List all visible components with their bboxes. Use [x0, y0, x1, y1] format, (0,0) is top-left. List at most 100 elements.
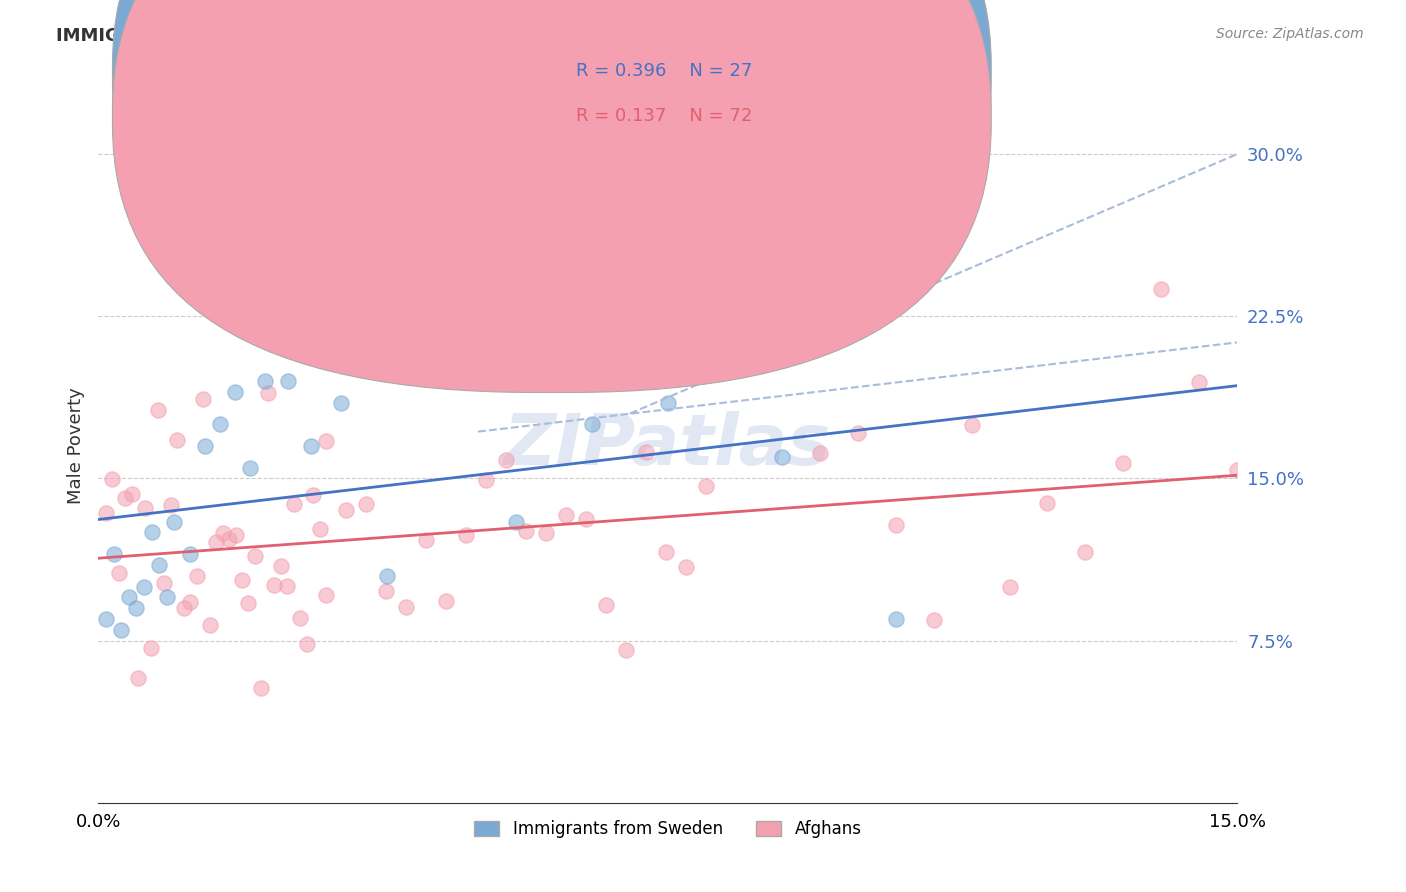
Point	[238, 596, 260, 610]
Point	[434, 594, 457, 608]
Point	[194, 439, 217, 453]
Point	[846, 425, 869, 440]
Point	[191, 392, 214, 407]
Point	[243, 549, 266, 564]
Point	[254, 374, 277, 388]
Point	[263, 578, 285, 592]
Text: Source: ZipAtlas.com: Source: ZipAtlas.com	[1216, 27, 1364, 41]
Text: ZIPatlas: ZIPatlas	[505, 411, 831, 481]
Point	[495, 453, 517, 467]
Point	[1150, 282, 1173, 296]
Point	[429, 363, 451, 377]
Point	[302, 488, 325, 502]
Point	[555, 508, 578, 523]
Point	[505, 515, 527, 529]
Point	[534, 525, 557, 540]
Point	[475, 473, 498, 487]
Point	[308, 522, 330, 536]
Point	[960, 417, 983, 432]
Point	[675, 559, 697, 574]
Point	[1264, 520, 1286, 534]
Point	[108, 566, 131, 581]
Point	[173, 600, 195, 615]
Text: R = 0.396    N = 27: R = 0.396 N = 27	[576, 62, 752, 80]
Point	[163, 515, 186, 529]
Point	[1340, 506, 1362, 520]
Point	[1226, 463, 1249, 477]
Point	[127, 672, 149, 686]
Point	[121, 487, 143, 501]
Point	[1112, 456, 1135, 470]
Point	[218, 533, 240, 547]
Point	[231, 573, 253, 587]
Point	[454, 528, 477, 542]
Point	[186, 569, 208, 583]
Point	[239, 460, 262, 475]
Point	[884, 517, 907, 532]
Point	[208, 417, 231, 432]
Point	[166, 433, 188, 447]
Point	[1036, 496, 1059, 510]
Point	[153, 576, 176, 591]
Point	[595, 598, 617, 612]
Point	[146, 403, 169, 417]
Point	[159, 498, 181, 512]
Point	[335, 503, 357, 517]
Point	[614, 643, 637, 657]
Point	[141, 525, 163, 540]
Point	[315, 588, 337, 602]
Point	[354, 497, 377, 511]
Point	[134, 501, 156, 516]
Point	[277, 374, 299, 388]
Point	[657, 396, 679, 410]
Point	[998, 580, 1021, 594]
Point	[94, 612, 117, 626]
Point	[884, 612, 907, 626]
Point	[770, 450, 793, 464]
Point	[330, 396, 353, 410]
Point	[101, 472, 124, 486]
Point	[1188, 375, 1211, 389]
Point	[114, 491, 136, 506]
Point	[141, 640, 163, 655]
Point	[290, 611, 312, 625]
Point	[315, 277, 337, 291]
Point	[179, 547, 201, 561]
Point	[283, 497, 305, 511]
Point	[156, 591, 179, 605]
Point	[224, 384, 246, 399]
Point	[1302, 454, 1324, 468]
Legend: Immigrants from Sweden, Afghans: Immigrants from Sweden, Afghans	[468, 814, 868, 845]
Point	[211, 525, 233, 540]
Point	[257, 386, 280, 401]
Text: R = 0.137    N = 72: R = 0.137 N = 72	[576, 107, 752, 125]
Point	[581, 417, 603, 432]
Point	[575, 512, 598, 526]
Point	[655, 545, 678, 559]
Point	[125, 601, 148, 615]
Point	[295, 637, 318, 651]
Point	[922, 613, 945, 627]
Point	[315, 434, 337, 448]
Text: IMMIGRANTS FROM SWEDEN VS AFGHAN MALE POVERTY CORRELATION CHART: IMMIGRANTS FROM SWEDEN VS AFGHAN MALE PO…	[56, 27, 853, 45]
Point	[205, 534, 228, 549]
Point	[1378, 384, 1400, 399]
Point	[1074, 545, 1097, 559]
Point	[270, 559, 292, 574]
Point	[148, 558, 170, 572]
Point	[198, 618, 221, 632]
Point	[110, 623, 132, 637]
Point	[634, 445, 657, 459]
Point	[132, 580, 155, 594]
Point	[179, 595, 201, 609]
Point	[103, 547, 125, 561]
Point	[94, 506, 117, 520]
Point	[395, 599, 418, 614]
Point	[1362, 505, 1385, 519]
Point	[276, 579, 298, 593]
Point	[415, 533, 437, 547]
Point	[375, 568, 398, 582]
Point	[225, 528, 247, 542]
Point	[250, 681, 273, 696]
Y-axis label: Male Poverty: Male Poverty	[66, 388, 84, 504]
